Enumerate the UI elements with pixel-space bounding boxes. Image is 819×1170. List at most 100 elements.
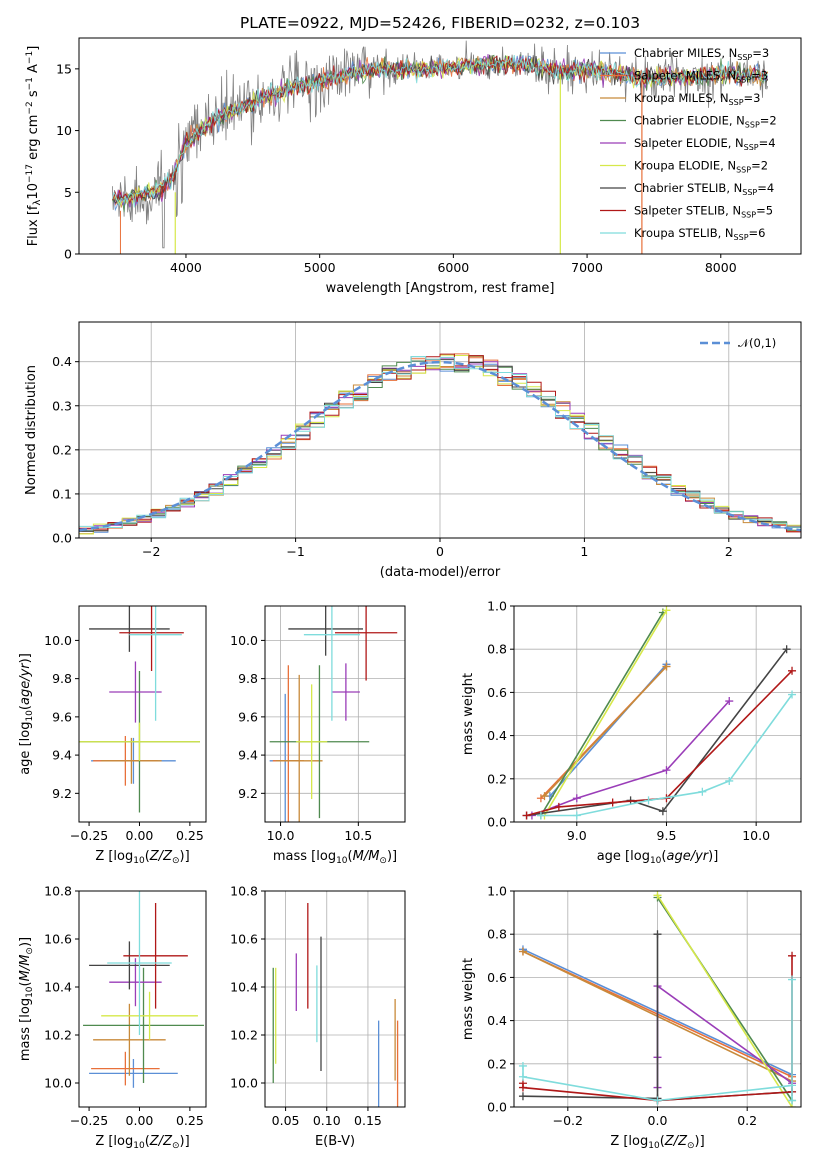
massweight-age-salpeter-stelib-marker-1 xyxy=(554,802,563,811)
massweight-Z-ytick-label-4: 0.8 xyxy=(487,927,507,942)
label-part: −17 xyxy=(25,164,35,183)
label-part: =6 xyxy=(749,226,766,240)
legend-normal-label: 𝒩(0,1) xyxy=(738,336,776,350)
label-part: Chabrier MILES, N xyxy=(634,46,737,60)
massweight-age-xtick-label-0: 9.0 xyxy=(567,828,587,843)
legend-label-7: Salpeter STELIB, NSSP=5 xyxy=(634,204,773,220)
mass-EBV-xtick-label-1: 0.10 xyxy=(313,1113,341,1128)
label-part: Z [log xyxy=(95,1134,133,1149)
age-mass-ytick-label-2: 9.6 xyxy=(238,709,258,724)
mass-Z-ylabel: mass [log10(M/M⊙)] xyxy=(18,937,35,1061)
spectrum-ytick-label-2: 10 xyxy=(56,123,72,138)
label-part: Salpeter ELODIE, N xyxy=(634,136,744,150)
spectrum-xtick-label-2: 6000 xyxy=(437,260,469,275)
residuals-plot-area xyxy=(79,353,801,538)
label-part: Z/Z xyxy=(149,849,173,864)
label-part: =4 xyxy=(757,181,774,195)
label-part: )] xyxy=(18,937,33,947)
spectrum-model-salpeter-stelib xyxy=(112,55,768,204)
massweight-age-ytick-label-0: 0.0 xyxy=(487,815,507,830)
label-part: −1 xyxy=(25,77,35,90)
label-part: ⊙ xyxy=(172,856,180,866)
label-part: M/M xyxy=(18,955,33,982)
label-part: Z [log xyxy=(95,849,133,864)
label-part: SSP xyxy=(745,121,760,130)
massweight-Z-kroupa-stelib-marker-0 xyxy=(518,1061,527,1070)
massweight-age-chabrier-stelib-marker-3 xyxy=(782,645,791,654)
massweight-age-kroupa-stelib-marker-4 xyxy=(725,776,734,785)
residuals-xtick-label-0: −2 xyxy=(142,544,160,559)
label-part: )] xyxy=(708,849,718,864)
label-part: Salpeter MILES, N xyxy=(634,69,736,83)
massweight-Z-kroupa-stelib-marker-4 xyxy=(788,1096,797,1105)
mass-Z-ytick-label-0: 10.0 xyxy=(44,1076,72,1091)
residuals-ytick-label-0: 0.0 xyxy=(52,531,72,546)
spectrum-xlabel: wavelength [Angstrom, rest frame] xyxy=(326,281,555,296)
massweight-age-kroupa-stelib-marker-5 xyxy=(788,690,797,699)
mass-Z-ytick-label-3: 10.6 xyxy=(44,932,72,947)
massweight-age-ylabel: mass weight xyxy=(461,673,476,755)
mass-EBV-ytick-label-2: 10.4 xyxy=(230,980,258,995)
label-part: Kroupa MILES, N xyxy=(634,91,729,105)
residuals-xtick-label-1: −1 xyxy=(286,544,304,559)
massweight-age-salpeter-stelib-marker-2 xyxy=(608,798,617,807)
massweight-age-ytick-label-3: 0.6 xyxy=(487,685,507,700)
age-Z-ytick-label-0: 9.2 xyxy=(52,786,72,801)
legend-label-2: Kroupa MILES, NSSP=3 xyxy=(634,91,760,107)
label-part: ⊙ xyxy=(379,856,387,866)
label-part: )] xyxy=(180,1134,190,1149)
label-part: 10 xyxy=(336,856,348,866)
residual-hist-salpeter-stelib xyxy=(79,353,801,538)
mass-Z-ytick-label-4: 10.8 xyxy=(44,884,72,899)
residuals-xlabel: (data-model)/error xyxy=(380,565,501,580)
label-part: ( xyxy=(660,1134,665,1149)
spectrum-xtick-label-1: 5000 xyxy=(304,260,336,275)
age-Z-ytick-label-4: 10.0 xyxy=(44,633,72,648)
label-part: 10 xyxy=(133,856,145,866)
massweight-age-kroupa-elodie-marker-1 xyxy=(662,606,671,615)
label-part: Z [log xyxy=(610,1134,648,1149)
age-Z-frame xyxy=(78,605,207,823)
label-part: SSP xyxy=(741,211,756,220)
age-Z-ylabel: age [log10(age/yr)] xyxy=(18,653,35,775)
residuals-ytick-label-2: 0.2 xyxy=(52,442,72,457)
mass-Z-xlabel: Z [log10(Z/Z⊙)] xyxy=(95,1134,189,1151)
label-part: ⊙ xyxy=(687,1141,695,1151)
massweight-Z-frame xyxy=(513,890,802,1108)
massweight-Z-kroupa-elodie-line xyxy=(656,894,793,1107)
massweight-Z-kroupa-stelib-marker-5 xyxy=(788,975,797,984)
spectrum-axes: 4000 5000 6000 7000 8000 0 5 10 15 xyxy=(56,61,737,275)
age-mass-ytick-label-4: 10.0 xyxy=(230,633,258,648)
label-part: ( xyxy=(348,849,353,864)
label-part: SSP xyxy=(737,53,752,62)
massweight-Z-chabrier-stelib-line xyxy=(522,934,793,1102)
age-mass-xlabel: mass [log10(M/M⊙)] xyxy=(273,849,397,866)
label-part: SSP xyxy=(734,233,749,242)
residuals-ytick-label-3: 0.3 xyxy=(52,398,72,413)
age-Z-xtick-label-1: 0.00 xyxy=(126,828,154,843)
spectrum-xtick-label-3: 7000 xyxy=(571,260,603,275)
label-part: 10 xyxy=(648,1141,660,1151)
label-part: 10 xyxy=(650,856,662,866)
spectrum-plot-area xyxy=(111,40,769,254)
massweight-age-kroupa-stelib-marker-0 xyxy=(536,811,545,820)
label-part: Z/Z xyxy=(664,1134,688,1149)
massweight-age-axes: 9.0 9.5 10.0 0.0 0.2 0.4 0.6 0.8 1.0 xyxy=(487,599,801,843)
label-part: SSP xyxy=(736,76,751,85)
label-part: =5 xyxy=(756,204,773,218)
label-part: age [log xyxy=(597,849,650,864)
massweight-Z-kroupa-miles-marker-0 xyxy=(518,947,527,956)
label-part: λ xyxy=(32,199,43,205)
mass-Z-plot-area xyxy=(83,891,204,1088)
mass-EBV-xlabel: E(B-V) xyxy=(315,1134,355,1149)
label-part: =2 xyxy=(760,114,777,128)
residuals-frame xyxy=(78,321,802,539)
label-part: Salpeter STELIB, N xyxy=(634,204,741,218)
label-part: SSP xyxy=(742,188,757,197)
massweight-age-salpeter-elodie-marker-2 xyxy=(662,766,671,775)
mass-EBV-frame xyxy=(264,890,406,1108)
massweight-age-kroupa-stelib-marker-3 xyxy=(698,787,707,796)
residuals-xtick-label-2: 0 xyxy=(436,544,444,559)
label-part: −1 xyxy=(25,51,35,64)
massweight-Z-xtick-label-0: −0.2 xyxy=(553,1113,583,1128)
